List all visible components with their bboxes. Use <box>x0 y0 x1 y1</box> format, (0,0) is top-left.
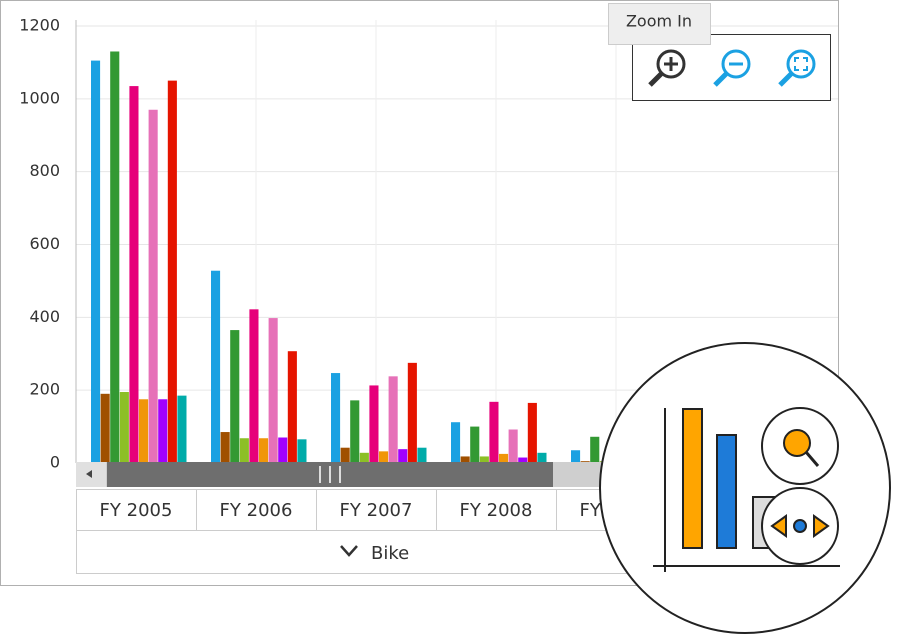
bar <box>158 399 168 463</box>
bar <box>460 456 470 463</box>
bar <box>239 438 249 463</box>
bar <box>211 270 221 463</box>
bar <box>590 436 600 463</box>
tooltip: Zoom In <box>626 12 692 31</box>
bar <box>479 456 489 463</box>
y-tick-label: 600 <box>29 234 60 253</box>
bar <box>350 400 360 463</box>
bar <box>129 86 139 464</box>
bar <box>100 393 110 463</box>
bar <box>379 451 389 463</box>
bar <box>287 351 297 463</box>
x-tick-label: FY 2006 <box>220 500 293 521</box>
bar <box>451 422 461 463</box>
bar <box>230 330 240 463</box>
bar <box>268 318 278 463</box>
bar <box>489 401 499 463</box>
bar <box>571 450 581 463</box>
bar <box>139 399 149 463</box>
bar <box>499 453 509 463</box>
bar <box>417 447 427 463</box>
zoom-in-button[interactable] <box>648 49 686 87</box>
bar <box>167 80 177 463</box>
y-tick-label: 400 <box>29 307 60 326</box>
y-tick-label: 1200 <box>19 16 60 35</box>
bar <box>518 457 528 463</box>
bar <box>177 395 187 463</box>
bar <box>369 385 379 463</box>
y-tick-label: 0 <box>50 453 60 472</box>
bar <box>148 109 158 463</box>
x-tick-label: FY 2005 <box>100 500 173 521</box>
bar <box>259 438 269 463</box>
zoom-out-button[interactable] <box>713 49 751 87</box>
y-tick-label: 800 <box>29 161 60 180</box>
bar <box>220 432 230 463</box>
reset-zoom-button[interactable] <box>778 49 816 87</box>
zoom-toolbar <box>632 34 831 101</box>
bar <box>249 309 259 463</box>
y-tick-label: 1000 <box>19 88 60 107</box>
badge-icon <box>653 407 840 572</box>
tooltip-box <box>608 3 711 45</box>
scroll-arrow <box>86 470 92 478</box>
bar <box>388 376 398 463</box>
bar <box>297 439 307 463</box>
bar <box>527 402 537 463</box>
bar <box>359 452 369 463</box>
bar <box>110 51 120 463</box>
bar <box>91 60 101 464</box>
bar <box>119 391 129 463</box>
bar <box>331 373 341 463</box>
bar <box>398 449 408 463</box>
x-tick-label: FY 2008 <box>460 500 533 521</box>
group-label: Bike <box>371 543 409 564</box>
overlay-layer: Zoom In <box>599 3 891 634</box>
group-chevron <box>340 545 358 557</box>
bar <box>508 429 518 463</box>
bar <box>470 426 480 463</box>
y-tick-label: 200 <box>29 380 60 399</box>
category-cell[interactable] <box>76 489 197 531</box>
bar <box>537 452 547 463</box>
category-cell[interactable] <box>196 489 317 531</box>
bar <box>407 362 417 463</box>
x-tick-label: FY 2007 <box>340 500 413 521</box>
category-cell[interactable] <box>436 489 557 531</box>
bar <box>340 447 350 463</box>
feature-badge <box>599 342 891 634</box>
bar <box>278 437 288 463</box>
